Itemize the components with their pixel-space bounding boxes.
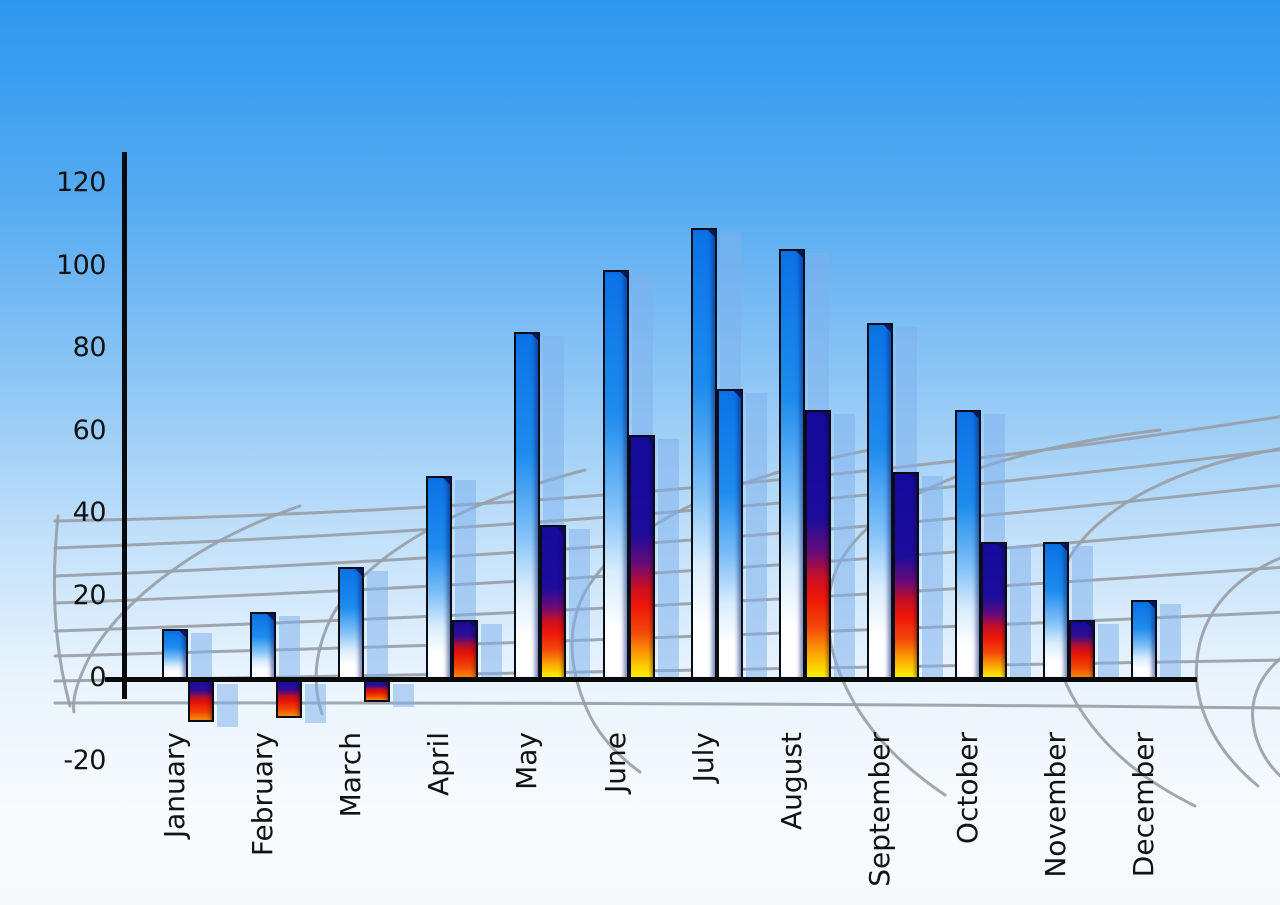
bar-shadow-february-s1 xyxy=(279,616,300,680)
y-axis-line xyxy=(122,152,127,699)
x-label-july: July xyxy=(687,732,720,783)
y-tick-label--20: -20 xyxy=(63,744,106,776)
x-label-february: February xyxy=(246,732,279,857)
bar-shadow-september-s2 xyxy=(922,475,943,680)
bar-august-s1 xyxy=(779,249,805,680)
bar-shadow-june-s2 xyxy=(658,438,679,680)
y-tick-label-80: 80 xyxy=(72,332,107,363)
bar-april-s1 xyxy=(426,475,452,680)
x-label-june: June xyxy=(599,732,632,793)
bar-shadow-march-s1 xyxy=(367,570,388,680)
bar-shadow-march-s2 xyxy=(393,684,414,707)
bar-march-s1 xyxy=(338,566,364,680)
bar-november-s1 xyxy=(1043,541,1069,680)
bar-september-s2 xyxy=(893,471,919,680)
bar-january-s2 xyxy=(188,679,214,723)
x-label-october: October xyxy=(951,732,984,845)
bar-march-s2 xyxy=(364,679,390,702)
bar-january-s1 xyxy=(162,628,188,680)
x-label-march: March xyxy=(334,732,367,818)
bar-may-s1 xyxy=(514,331,540,680)
bar-april-s2 xyxy=(452,620,478,680)
y-tick-label-100: 100 xyxy=(55,249,107,281)
bar-february-s1 xyxy=(250,612,276,680)
bar-june-s2 xyxy=(629,434,655,680)
bar-july-s1 xyxy=(691,228,717,680)
y-tick-label-120: 120 xyxy=(55,167,107,198)
x-label-november: November xyxy=(1039,732,1072,878)
bar-shadow-october-s2 xyxy=(1010,545,1031,680)
bar-may-s2 xyxy=(540,525,566,680)
x-label-january: January xyxy=(158,732,191,839)
bar-june-s1 xyxy=(603,269,629,680)
y-tick-label-40: 40 xyxy=(72,497,107,528)
bar-september-s1 xyxy=(867,323,893,680)
x-label-december: December xyxy=(1127,732,1160,878)
bar-august-s2 xyxy=(805,409,831,680)
bar-shadow-february-s2 xyxy=(305,684,326,724)
bar-shadow-august-s2 xyxy=(834,413,855,680)
y-tick-label-0: 0 xyxy=(89,662,106,693)
bar-shadow-may-s2 xyxy=(569,529,590,680)
bar-october-s2 xyxy=(981,541,1007,680)
bar-shadow-november-s2 xyxy=(1098,624,1119,680)
bar-shadow-july-s2 xyxy=(746,393,767,680)
bar-december-s1 xyxy=(1131,599,1157,680)
bar-february-s2 xyxy=(276,679,302,719)
bar-shadow-january-s1 xyxy=(191,632,212,680)
y-tick-label-60: 60 xyxy=(72,414,107,446)
x-label-may: May xyxy=(510,732,543,790)
x-axis-line xyxy=(105,677,1197,682)
bar-shadow-january-s2 xyxy=(217,684,238,728)
y-tick-label-20: 20 xyxy=(72,579,107,611)
bar-october-s1 xyxy=(955,409,981,680)
bar-shadow-april-s2 xyxy=(481,624,502,680)
bar-shadow-december-s1 xyxy=(1160,603,1181,680)
x-label-august: August xyxy=(775,732,808,830)
x-label-april: April xyxy=(422,732,455,796)
bar-july-s2 xyxy=(717,389,743,680)
x-label-september: September xyxy=(863,732,896,887)
bar-november-s2 xyxy=(1069,620,1095,680)
